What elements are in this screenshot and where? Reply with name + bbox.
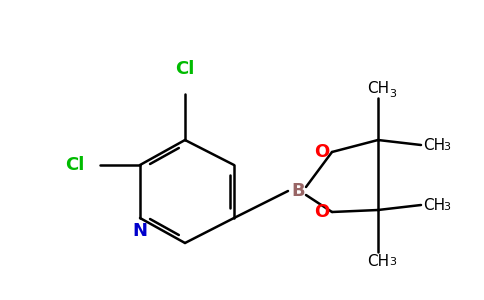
Text: Cl: Cl (175, 60, 195, 78)
Text: O: O (314, 143, 329, 161)
Text: 3: 3 (443, 202, 450, 212)
Text: CH: CH (367, 254, 389, 269)
Text: 3: 3 (443, 142, 450, 152)
Text: CH: CH (367, 81, 389, 96)
Text: O: O (314, 203, 329, 221)
Text: 3: 3 (389, 89, 396, 99)
Text: N: N (133, 222, 148, 240)
Text: CH: CH (423, 137, 445, 152)
Text: 3: 3 (389, 257, 396, 267)
Text: Cl: Cl (65, 156, 84, 174)
Text: B: B (291, 182, 305, 200)
Text: CH: CH (423, 197, 445, 212)
